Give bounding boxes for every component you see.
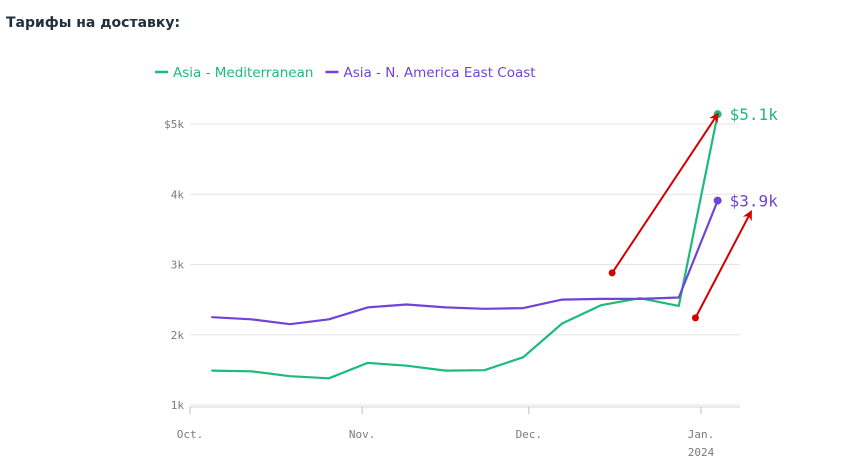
x-tick-label-3: Jan. <box>688 428 715 441</box>
annotation-arrow-1 <box>694 210 752 319</box>
y-axis: 1k 2k 3k 4k $5k <box>164 118 184 412</box>
legend-label-1: Asia - N. America East Coast <box>343 65 535 81</box>
series-line-0 <box>211 113 719 380</box>
series-line-1 <box>211 199 719 326</box>
legend-label-0: Asia - Mediterranean <box>173 65 313 81</box>
page-title: Тарифы на доставку: <box>6 15 181 31</box>
annotation-arrow-0 <box>611 112 719 274</box>
chart-series: $5.1k $3.9k <box>211 105 779 380</box>
chart-annotations <box>608 112 752 322</box>
annotation-arrow-tail-0 <box>608 269 616 277</box>
x-tick-label-2: Dec. <box>516 428 543 441</box>
series-end-label-0: $5.1k <box>730 105 779 124</box>
chart-gridlines <box>190 123 740 408</box>
annotation-arrow-tail-1 <box>691 314 699 322</box>
chart-legend: Asia - Mediterranean Asia - N. America Ea… <box>155 65 536 81</box>
y-tick-label-2: 3k <box>171 259 185 272</box>
y-tick-label-0: 1k <box>171 399 185 412</box>
y-tick-label-1: 2k <box>171 329 185 342</box>
series-end-label-1: $3.9k <box>730 192 779 211</box>
y-tick-label-3: 4k <box>171 188 185 201</box>
y-tick-label-4: $5k <box>164 118 184 131</box>
x-tick-label-0: Oct. <box>177 428 204 441</box>
series-end-dot-1 <box>713 196 722 205</box>
x-axis: Oct. Nov. Dec. Jan. 2024 <box>177 407 715 459</box>
x-tick-label-1: Nov. <box>349 428 376 441</box>
x-tick-sublabel-3: 2024 <box>688 446 715 459</box>
